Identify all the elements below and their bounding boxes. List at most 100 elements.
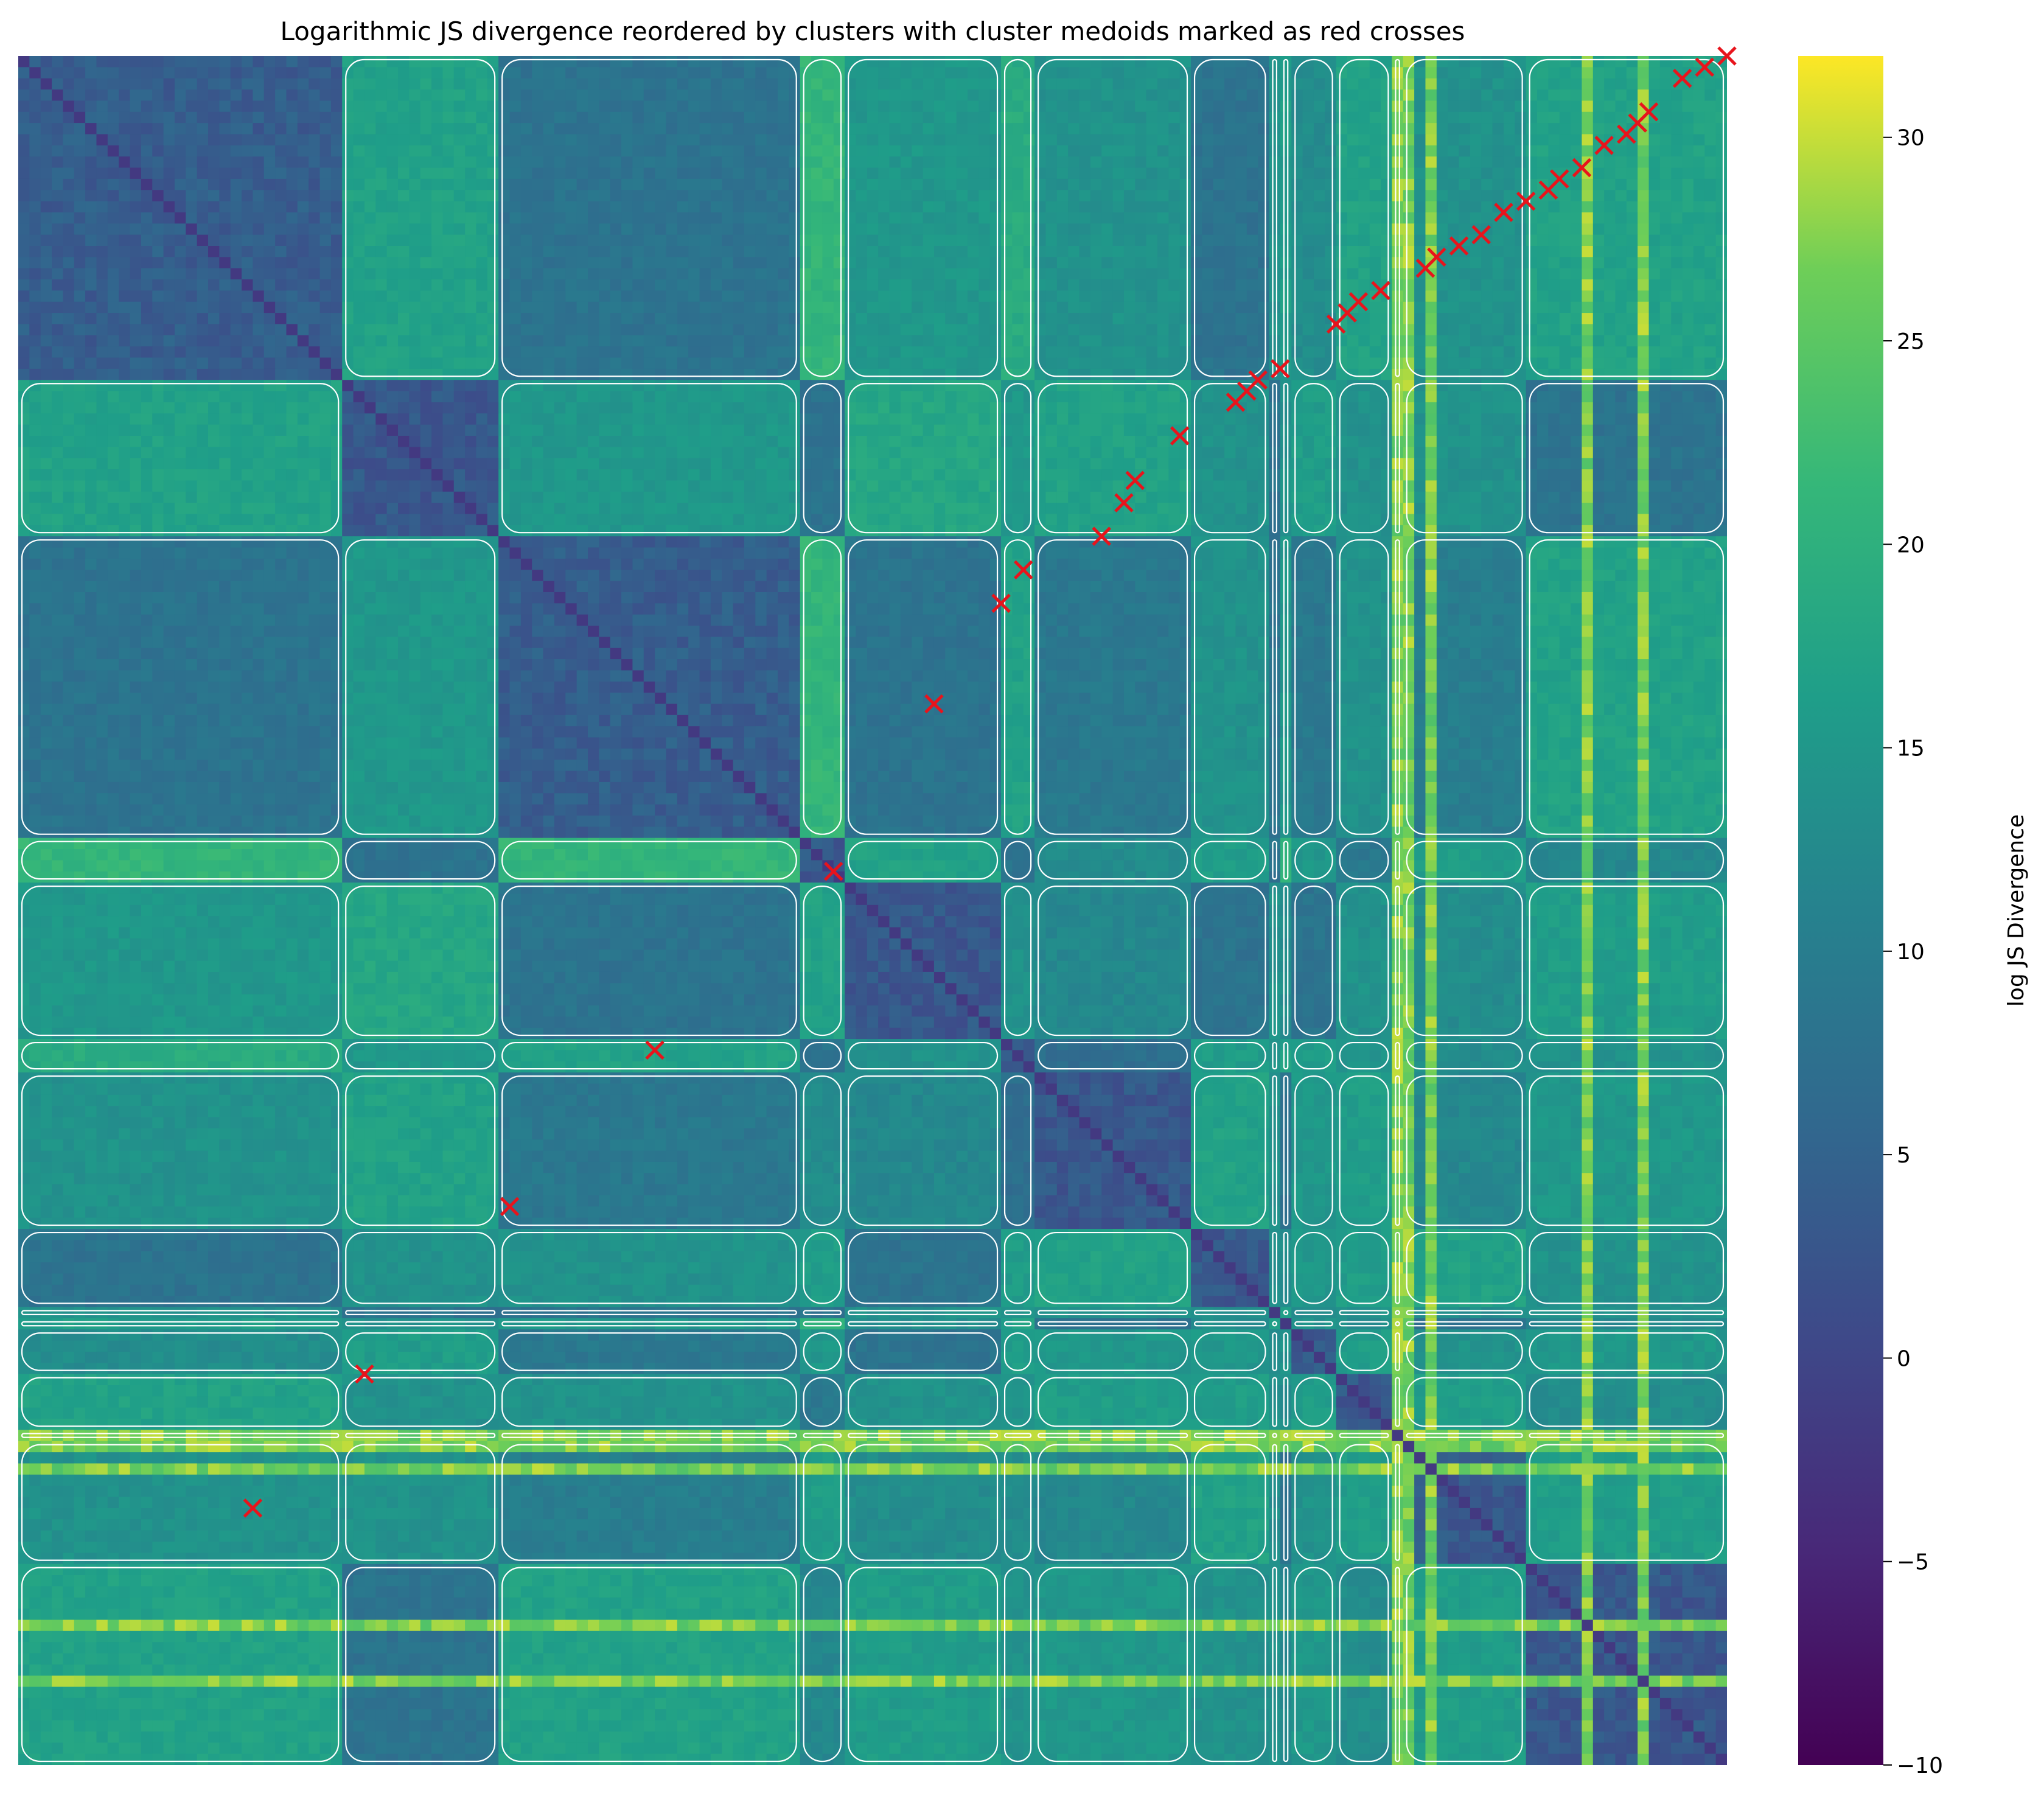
heatmap-cell [1034, 79, 1046, 90]
heatmap-cell [1560, 235, 1571, 246]
heatmap-cell [912, 235, 923, 246]
heatmap-cell [264, 168, 276, 180]
heatmap-cell [1168, 268, 1180, 280]
heatmap-cell [1080, 369, 1091, 380]
heatmap-cell [63, 79, 74, 90]
heatmap-cell [1303, 67, 1314, 79]
heatmap-cell [1057, 246, 1069, 257]
heatmap-cell [1068, 123, 1080, 135]
heatmap-cell [298, 100, 309, 112]
heatmap-cell [141, 100, 153, 112]
heatmap-cell [253, 279, 264, 291]
heatmap-cell [29, 89, 41, 101]
heatmap-cell [465, 413, 476, 425]
heatmap-cell [878, 246, 890, 257]
heatmap-cell [1012, 335, 1024, 347]
heatmap-cell [1325, 402, 1336, 414]
heatmap-cell [789, 123, 800, 135]
heatmap-cell [1358, 79, 1370, 90]
heatmap-cell [1526, 290, 1538, 302]
heatmap-cell [29, 313, 41, 324]
heatmap-cell [811, 112, 823, 124]
heatmap-cell [186, 190, 197, 201]
heatmap-cell [420, 123, 432, 135]
heatmap-cell [1113, 190, 1125, 201]
heatmap-cell [41, 335, 52, 347]
heatmap-cell [856, 346, 867, 358]
heatmap-cell [1414, 112, 1426, 124]
heatmap-cell [231, 413, 242, 425]
heatmap-cell [1515, 290, 1526, 302]
heatmap-cell [365, 279, 376, 291]
heatmap-cell [208, 223, 220, 235]
heatmap-cell [1068, 235, 1080, 246]
heatmap-cell [298, 123, 309, 135]
heatmap-cell [644, 302, 655, 313]
heatmap-cell [442, 212, 454, 224]
heatmap-cell [442, 346, 454, 358]
heatmap-cell [1057, 279, 1069, 291]
heatmap-cell [521, 168, 532, 180]
heatmap-cell [577, 179, 588, 190]
heatmap-cell [1080, 79, 1091, 90]
heatmap-cell [532, 201, 543, 213]
heatmap-cell [856, 156, 867, 168]
heatmap-cell [219, 134, 231, 145]
heatmap-cell [532, 235, 543, 246]
heatmap-cell [365, 201, 376, 213]
heatmap-cell [1593, 212, 1605, 224]
heatmap-cell [1693, 246, 1705, 257]
heatmap-cell [1660, 79, 1672, 90]
heatmap-cell [1615, 391, 1627, 403]
heatmap-cell [1627, 145, 1638, 157]
heatmap-cell [1716, 179, 1728, 190]
heatmap-cell [901, 313, 912, 324]
heatmap-cell [554, 358, 566, 369]
heatmap-cell [1258, 268, 1269, 280]
heatmap-cell [1080, 346, 1091, 358]
heatmap-cell [63, 145, 74, 157]
heatmap-cell [822, 100, 834, 112]
heatmap-cell [152, 100, 164, 112]
heatmap-cell [63, 302, 74, 313]
heatmap-cell [957, 134, 968, 145]
heatmap-cell [1593, 302, 1605, 313]
heatmap-cell [968, 268, 979, 280]
heatmap-cell [521, 369, 532, 380]
heatmap-cell [29, 235, 41, 246]
heatmap-cell [1157, 56, 1169, 68]
heatmap-cell [231, 391, 242, 403]
heatmap-cell [1537, 335, 1549, 347]
heatmap-cell [487, 223, 499, 235]
heatmap-cell [85, 391, 97, 403]
heatmap-cell [968, 112, 979, 124]
heatmap-cell [1057, 380, 1069, 391]
heatmap-cell [498, 313, 510, 324]
heatmap-cell [588, 190, 599, 201]
heatmap-cell [577, 89, 588, 101]
heatmap-cell [331, 67, 343, 79]
heatmap-cell [476, 67, 487, 79]
heatmap-cell [442, 380, 454, 391]
heatmap-cell [130, 324, 142, 335]
heatmap-cell [901, 302, 912, 313]
heatmap-cell [1403, 279, 1415, 291]
heatmap-cell [1034, 402, 1046, 414]
heatmap-cell [655, 168, 666, 180]
heatmap-cell [1213, 402, 1225, 414]
heatmap-cell [700, 369, 711, 380]
heatmap-cell [1001, 358, 1013, 369]
heatmap-cell [231, 268, 242, 280]
heatmap-cell [577, 402, 588, 414]
heatmap-cell [242, 402, 253, 414]
heatmap-cell [487, 279, 499, 291]
heatmap-cell [1135, 335, 1146, 347]
heatmap-cell [1392, 346, 1403, 358]
heatmap-cell [208, 413, 220, 425]
heatmap-cell [834, 179, 845, 190]
heatmap-cell [755, 168, 767, 180]
heatmap-cell [543, 313, 555, 324]
heatmap-cell [1034, 168, 1046, 180]
heatmap-cell [1649, 56, 1661, 68]
heatmap-cell [186, 324, 197, 335]
